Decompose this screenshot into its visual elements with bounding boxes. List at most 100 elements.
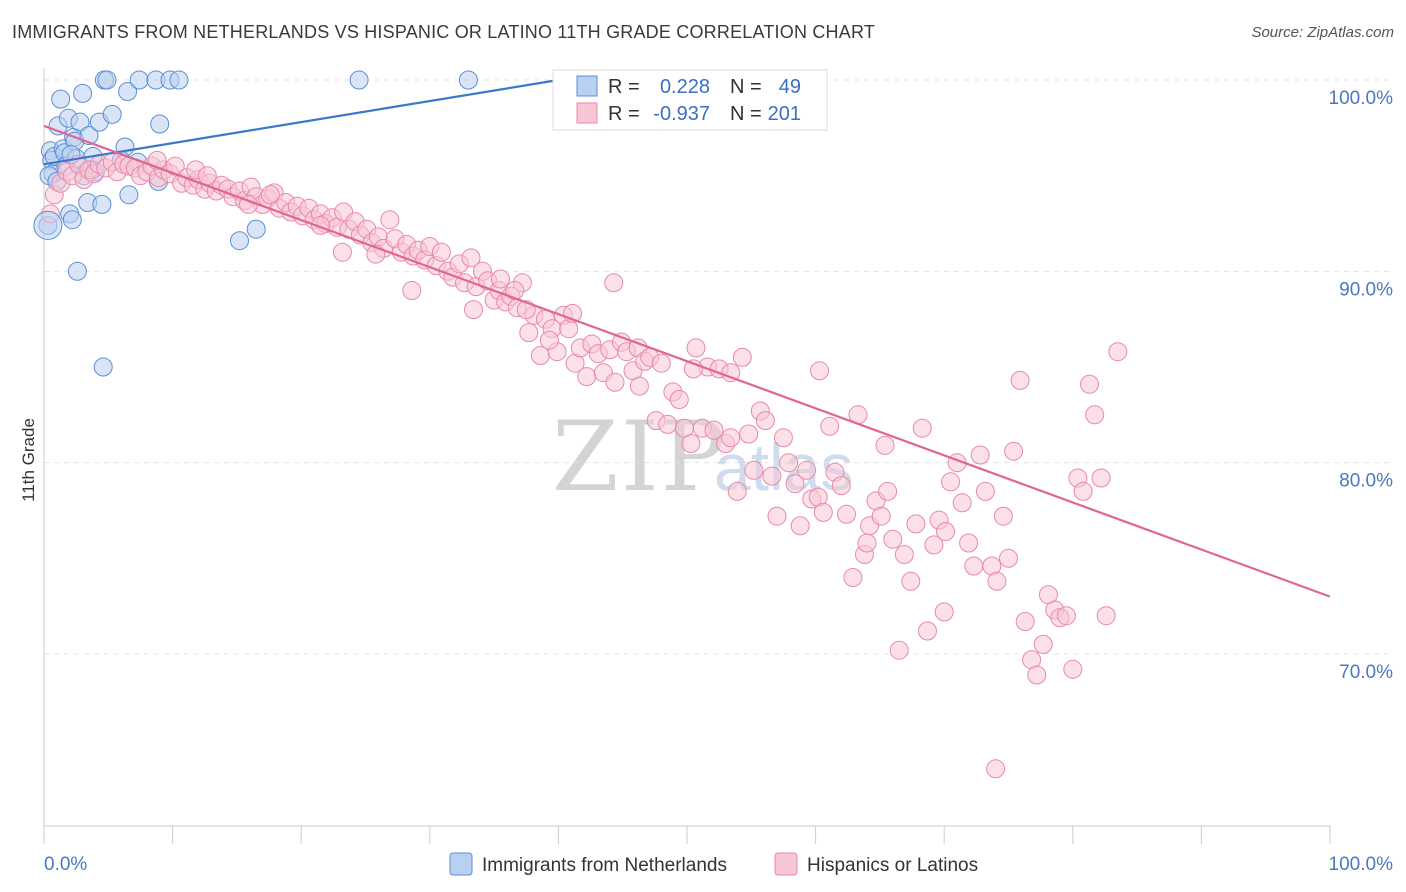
point-hispanic	[686, 338, 706, 358]
point-netherlands	[119, 185, 139, 205]
point-netherlands	[230, 231, 249, 251]
point-netherlands	[102, 104, 122, 124]
legend-r-value-blue: 0.228	[660, 76, 710, 98]
point-hispanic	[831, 476, 851, 496]
point-hispanic	[987, 571, 1007, 591]
point-hispanic	[260, 185, 280, 205]
point-hispanic	[721, 363, 741, 383]
point-netherlands	[62, 210, 82, 230]
point-hispanic	[889, 640, 909, 660]
y-tick-label: 100.0%	[1329, 88, 1394, 109]
point-hispanic	[669, 390, 689, 409]
point-hispanic	[871, 506, 891, 526]
point-hispanic	[704, 420, 724, 440]
point-hispanic	[797, 460, 817, 480]
point-hispanic	[878, 481, 898, 501]
point-hispanic	[762, 466, 782, 486]
point-hispanic	[952, 493, 972, 513]
point-netherlands	[150, 114, 170, 134]
point-hispanic	[605, 372, 625, 392]
point-hispanic	[577, 367, 597, 387]
trend-line-netherlands	[43, 78, 559, 166]
point-netherlands	[93, 357, 113, 377]
point-netherlands	[70, 112, 90, 132]
point-hispanic	[1085, 405, 1105, 425]
point-hispanic	[744, 460, 764, 480]
point-hispanic	[197, 166, 217, 186]
point-hispanic	[505, 281, 525, 300]
point-hispanic	[1004, 441, 1024, 461]
point-netherlands	[129, 70, 149, 90]
point-netherlands	[67, 261, 87, 281]
legend-r-label-blue: R =	[608, 76, 640, 98]
point-hispanic	[1063, 659, 1083, 679]
point-netherlands	[51, 89, 71, 109]
point-hispanic	[986, 759, 1006, 779]
chart-title: IMMIGRANTS FROM NETHERLANDS VS HISPANIC …	[12, 22, 876, 42]
point-hispanic	[975, 481, 995, 501]
point-netherlands-large	[33, 210, 63, 240]
point-hispanic	[1010, 370, 1030, 390]
point-hispanic	[813, 502, 833, 522]
point-hispanic	[739, 424, 759, 444]
bottom-legend-swatch-blue	[449, 852, 473, 876]
point-hispanic	[875, 435, 895, 455]
point-hispanic	[857, 533, 877, 553]
bottom-legend-label-blue: Immigrants from Netherlands	[482, 855, 727, 876]
point-hispanic	[912, 418, 932, 438]
point-hispanic	[790, 516, 810, 536]
y-tick-label: 80.0%	[1339, 471, 1393, 492]
point-hispanic	[1096, 606, 1116, 626]
point-hispanic	[773, 428, 793, 448]
point-hispanic	[539, 330, 559, 350]
point-hispanic	[721, 428, 741, 448]
point-netherlands	[73, 83, 93, 103]
point-hispanic	[918, 621, 937, 641]
watermark-zip: ZIP	[552, 401, 727, 513]
point-hispanic	[1027, 665, 1047, 685]
point-hispanic	[999, 548, 1018, 568]
point-hispanic	[883, 529, 903, 549]
point-hispanic	[820, 416, 840, 436]
point-hispanic	[658, 414, 678, 434]
point-hispanic	[837, 504, 856, 524]
point-hispanic	[843, 568, 863, 587]
point-netherlands	[246, 219, 266, 239]
point-hispanic	[970, 445, 990, 465]
point-hispanic	[936, 522, 955, 541]
point-hispanic	[906, 514, 926, 534]
legend-r-value-pink: -0.937	[653, 103, 710, 125]
point-hispanic	[755, 411, 775, 431]
point-hispanic	[629, 376, 649, 396]
bottom-legend-label-pink: Hispanics or Latinos	[807, 855, 978, 876]
point-netherlands	[458, 70, 478, 90]
point-hispanic	[1091, 468, 1111, 488]
point-hispanic	[1056, 606, 1076, 626]
point-hispanic	[681, 434, 701, 453]
legend-n-value-pink: 201	[768, 103, 801, 125]
point-hispanic	[727, 481, 747, 501]
point-netherlands	[118, 82, 138, 101]
legend-n-label-pink: N =	[730, 103, 762, 125]
point-netherlands	[349, 70, 369, 90]
point-hispanic	[785, 474, 805, 494]
point-hispanic	[1080, 374, 1099, 394]
point-netherlands	[97, 70, 117, 90]
point-hispanic	[464, 300, 483, 320]
point-hispanic	[934, 602, 954, 622]
point-hispanic	[651, 353, 671, 373]
point-hispanic	[894, 545, 914, 564]
bottom-legend-swatch-pink	[774, 852, 798, 876]
point-netherlands	[169, 70, 189, 90]
x-tick-label: 0.0%	[44, 854, 87, 875]
point-netherlands	[92, 194, 112, 214]
chart-source: Source: ZipAtlas.com	[1251, 24, 1394, 41]
legend-swatch-blue	[576, 75, 598, 97]
x-tick-label: 100.0%	[1329, 854, 1394, 875]
legend-box: R = 0.228 N = 49 R = -0.937 N = 201	[552, 69, 828, 131]
legend-n-value-blue: 49	[779, 76, 801, 98]
legend-swatch-pink	[576, 102, 598, 124]
point-hispanic	[380, 210, 400, 230]
point-hispanic	[1073, 481, 1093, 501]
